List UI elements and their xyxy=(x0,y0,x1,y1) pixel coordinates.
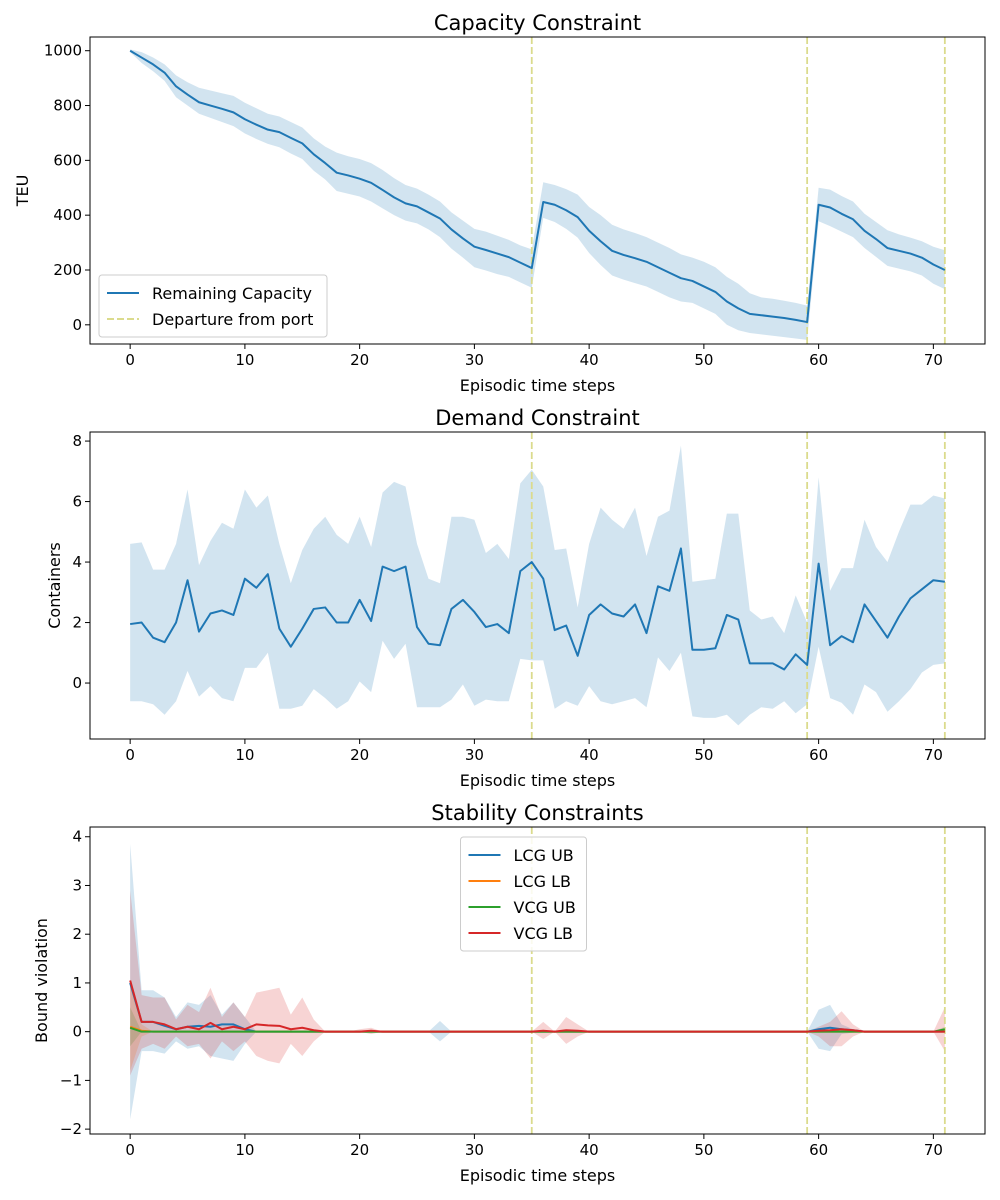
legend-label: Departure from port xyxy=(152,310,313,329)
x-tick-label: 10 xyxy=(235,746,254,764)
x-tick-label: 70 xyxy=(924,746,943,764)
x-axis-label: Episodic time steps xyxy=(460,376,616,395)
x-tick-label: 70 xyxy=(924,1141,943,1159)
confidence-band xyxy=(130,445,945,726)
x-tick-label: 0 xyxy=(125,1141,135,1159)
x-tick-label: 0 xyxy=(125,746,135,764)
x-tick-label: 40 xyxy=(580,1141,599,1159)
plot-area xyxy=(130,432,946,739)
x-tick-label: 20 xyxy=(350,1141,369,1159)
y-tick-label: 6 xyxy=(72,493,82,511)
y-axis-label: Containers xyxy=(45,542,64,629)
y-tick-label: 4 xyxy=(72,828,82,846)
legend-label: LCG LB xyxy=(514,872,571,891)
y-tick-label: 0 xyxy=(72,1023,82,1041)
legend-label: VCG UB xyxy=(514,898,576,917)
legend-label: VCG LB xyxy=(514,924,574,943)
y-tick-label: −1 xyxy=(60,1071,82,1089)
y-tick-label: 8 xyxy=(72,432,82,450)
chart-title: Capacity Constraint xyxy=(434,11,641,35)
plot-area xyxy=(129,37,946,344)
x-tick-label: 30 xyxy=(465,746,484,764)
axes-frame xyxy=(89,826,986,1135)
y-tick-label: 0 xyxy=(72,316,82,334)
x-tick-label: 20 xyxy=(350,746,369,764)
y-tick-label: 800 xyxy=(53,97,82,115)
y-tick-label: 2 xyxy=(72,614,82,632)
y-axis-label: TEU xyxy=(13,175,32,208)
axes-frame xyxy=(89,431,986,740)
series-line xyxy=(129,980,945,1033)
x-tick-label: 70 xyxy=(924,351,943,369)
x-tick-label: 0 xyxy=(125,351,135,369)
y-tick-label: 200 xyxy=(53,261,82,279)
x-tick-label: 40 xyxy=(580,746,599,764)
stability-chart: 0 10 20 30 40 50 60 70 −2 −1 0 1 2 3 4 Stability Constr… xyxy=(32,801,986,1185)
x-tick-label: 60 xyxy=(809,746,828,764)
x-tick-label: 50 xyxy=(694,1141,713,1159)
x-tick-label: 20 xyxy=(350,351,369,369)
x-axis-label: Episodic time steps xyxy=(460,1166,616,1185)
series-line xyxy=(129,49,946,324)
y-tick-label: 600 xyxy=(53,151,82,169)
plot-area xyxy=(129,827,946,1134)
x-tick-label: 60 xyxy=(809,351,828,369)
chart-title: Stability Constraints xyxy=(431,801,643,825)
legend-label: Remaining Capacity xyxy=(152,284,312,303)
legend-box xyxy=(460,836,587,952)
y-tick-label: −2 xyxy=(60,1120,82,1138)
y-tick-label: 1000 xyxy=(44,42,82,60)
x-tick-label: 50 xyxy=(694,746,713,764)
y-axis-label: Bound violation xyxy=(32,918,51,1043)
y-tick-label: 400 xyxy=(53,206,82,224)
x-tick-label: 30 xyxy=(465,1141,484,1159)
legend-box xyxy=(98,274,328,338)
y-tick-label: 1 xyxy=(72,974,82,992)
x-axis-label: Episodic time steps xyxy=(460,771,616,790)
capacity-chart: 0 10 20 30 40 50 60 70 0 200 400 600 800 1000 Capacity… xyxy=(13,11,986,395)
y-tick-label: 2 xyxy=(72,925,82,943)
y-tick-label: 4 xyxy=(72,553,82,571)
x-tick-label: 60 xyxy=(809,1141,828,1159)
y-tick-label: 0 xyxy=(72,674,82,692)
demand-chart: 0 10 20 30 40 50 60 70 0 2 4 6 8 Demand Constraint Epi… xyxy=(45,406,986,790)
x-tick-label: 30 xyxy=(465,351,484,369)
legend: LCG UB LCG LB VCG UB VCG LB xyxy=(460,836,587,952)
legend-label: LCG UB xyxy=(514,846,574,865)
axes-frame xyxy=(89,36,986,345)
x-tick-label: 10 xyxy=(235,351,254,369)
chart-title: Demand Constraint xyxy=(435,406,640,430)
series-line xyxy=(130,547,945,671)
x-tick-label: 50 xyxy=(694,351,713,369)
legend: Remaining Capacity Departure from port xyxy=(98,274,328,338)
x-tick-label: 10 xyxy=(235,1141,254,1159)
x-tick-label: 40 xyxy=(580,351,599,369)
y-tick-label: 3 xyxy=(72,876,82,894)
